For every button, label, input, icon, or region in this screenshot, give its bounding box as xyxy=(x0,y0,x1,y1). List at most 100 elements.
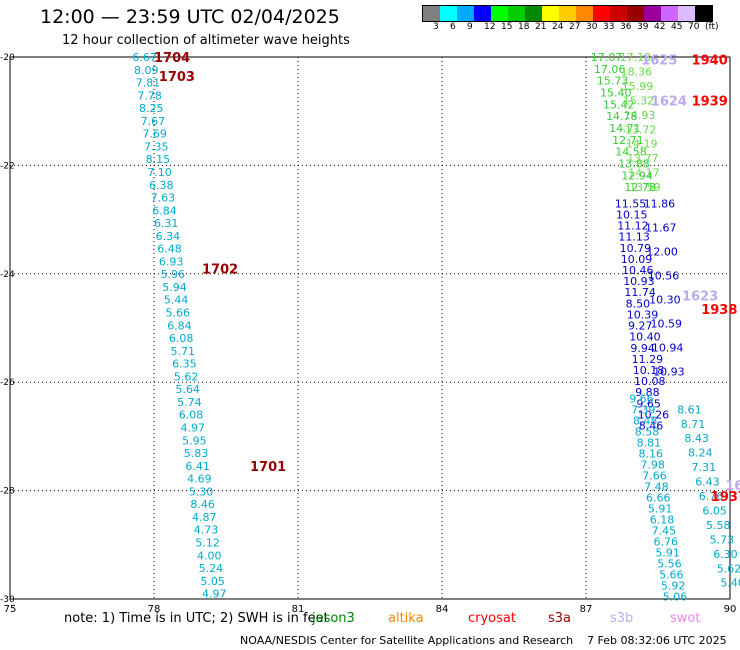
data-label: 14.17 xyxy=(628,167,660,180)
data-label: 10.93 xyxy=(623,275,655,288)
legend-swatch xyxy=(440,6,457,21)
data-label: 8.46 xyxy=(190,498,215,511)
legend-swatch xyxy=(610,6,627,21)
data-label: 5.83 xyxy=(184,447,209,460)
data-label: 13.59 xyxy=(629,181,661,194)
data-label: 10.94 xyxy=(652,341,684,354)
legend-swatch xyxy=(661,6,678,21)
data-label: 10.46 xyxy=(622,264,654,277)
legend-tick-label: 3 xyxy=(433,22,439,32)
x-tick-label: 81 xyxy=(292,604,305,615)
data-label: 9.27 xyxy=(628,320,653,333)
data-label: 6.76 xyxy=(699,490,724,503)
data-label: 8.50 xyxy=(626,297,651,310)
data-label: 8.25 xyxy=(139,102,164,115)
data-label: 11.12 xyxy=(617,220,649,233)
data-label: 6.66 xyxy=(646,491,671,504)
y-tick-label: -26 xyxy=(0,378,15,388)
data-label: 5.94 xyxy=(162,281,187,294)
data-label: 9.88 xyxy=(635,386,660,399)
pass-number-label: 1939 xyxy=(692,94,728,109)
pass-number-label: 1940 xyxy=(692,54,728,69)
y-tick-label: -28 xyxy=(0,487,15,497)
data-label: 8.81 xyxy=(637,436,662,449)
satellite-label-cryosat: cryosat xyxy=(468,611,516,626)
legend-labels: 3 6 9 12 15 18 21 24 27 30 33 36 39 42 45 70 (ft) xyxy=(422,22,740,34)
pass-number-label: 1702 xyxy=(202,262,238,277)
data-label: 7.69 xyxy=(142,128,167,141)
data-label: 17.07 xyxy=(591,51,623,64)
data-label: 5.95 xyxy=(182,434,207,447)
data-label: 17.13 xyxy=(620,51,652,64)
data-label: 18.36 xyxy=(621,65,653,78)
legend-swatch xyxy=(423,6,440,21)
pass-number-label: 1704 xyxy=(154,51,190,66)
data-label: 6.34 xyxy=(156,230,181,243)
data-label: 15.42 xyxy=(603,98,635,111)
legend-swatch xyxy=(593,6,610,21)
data-label: 7.67 xyxy=(141,115,166,128)
data-label: 5.71 xyxy=(171,345,196,358)
data-label: 7.78 xyxy=(137,89,162,102)
data-label: 10.09 xyxy=(621,253,653,266)
legend-tick-label: 27 xyxy=(569,22,581,32)
data-label: 8.48 xyxy=(633,414,658,427)
data-label: 7.48 xyxy=(644,480,669,493)
data-label: 5.66 xyxy=(659,568,684,581)
data-label: 7.35 xyxy=(144,140,169,153)
data-label: 6.76 xyxy=(653,535,678,548)
footer-note: note: 1) Time is in UTC; 2) SWH is in fe… xyxy=(64,611,329,626)
data-label: 7.31 xyxy=(692,461,717,474)
data-label: 14.93 xyxy=(624,109,656,122)
data-label: 6.43 xyxy=(695,476,720,489)
data-label: 8.71 xyxy=(681,418,706,431)
data-label: 6.48 xyxy=(157,243,182,256)
data-label: 5.05 xyxy=(200,575,225,588)
data-label: 6.08 xyxy=(169,332,194,345)
chart-title: 12:00 — 23:59 UTC 02/04/2025 xyxy=(40,6,340,28)
legend-tick-label: 6 xyxy=(450,22,456,32)
data-label: 5.58 xyxy=(706,519,731,532)
y-tick-label: -22 xyxy=(0,161,15,171)
data-label: 5.66 xyxy=(166,307,191,320)
data-label: 15.73 xyxy=(597,75,629,88)
data-label: 10.18 xyxy=(633,364,665,377)
data-label: 7.10 xyxy=(147,166,172,179)
data-label: 8.46 xyxy=(639,420,664,433)
legend-swatch xyxy=(627,6,644,21)
data-label: 13.72 xyxy=(625,123,657,136)
data-label: 8.16 xyxy=(639,447,664,460)
data-label: 7.45 xyxy=(652,524,677,537)
data-label: 14.78 xyxy=(606,110,638,123)
x-tick-label: 90 xyxy=(724,604,737,615)
satellite-label-altika: altika xyxy=(388,611,424,626)
x-tick-label: 75 xyxy=(4,604,17,615)
data-label: 9.66 xyxy=(629,392,654,405)
legend-tick-label: 24 xyxy=(552,22,564,32)
data-label: 12.78 xyxy=(624,181,656,194)
data-label: 5.73 xyxy=(710,533,735,546)
legend-tick-label: 9 xyxy=(467,22,473,32)
pass-number-label: 1623 xyxy=(682,289,718,304)
data-label: 5.91 xyxy=(655,546,680,559)
data-label: 8.61 xyxy=(677,403,702,416)
pass-number-label: 1703 xyxy=(159,70,195,85)
legend-tick-label: 12 xyxy=(484,22,496,32)
satellite-label-swot: swot xyxy=(670,611,701,626)
data-label: 15.40 xyxy=(600,86,632,99)
data-label: 10.59 xyxy=(650,317,682,330)
pass-number-label: 16 xyxy=(725,479,740,494)
legend-tick-label: 30 xyxy=(586,22,598,32)
generated-timestamp: 7 Feb 08:32:06 UTC 2025 xyxy=(587,634,727,647)
legend-tick-label: (ft) xyxy=(705,22,719,32)
legend-tick-label: 42 xyxy=(654,22,666,32)
data-label: 10.79 xyxy=(620,242,652,255)
data-label: 11.55 xyxy=(615,197,647,210)
data-label: 5.91 xyxy=(648,502,673,515)
data-label: 5.56 xyxy=(657,557,682,570)
data-label: 4.87 xyxy=(192,511,217,524)
data-label: 5.96 xyxy=(161,268,186,281)
data-label: 7.98 xyxy=(640,458,665,471)
credit-line: NOAA/NESDIS Center for Satellite Applica… xyxy=(240,634,574,647)
data-label: 5.30 xyxy=(189,485,214,498)
